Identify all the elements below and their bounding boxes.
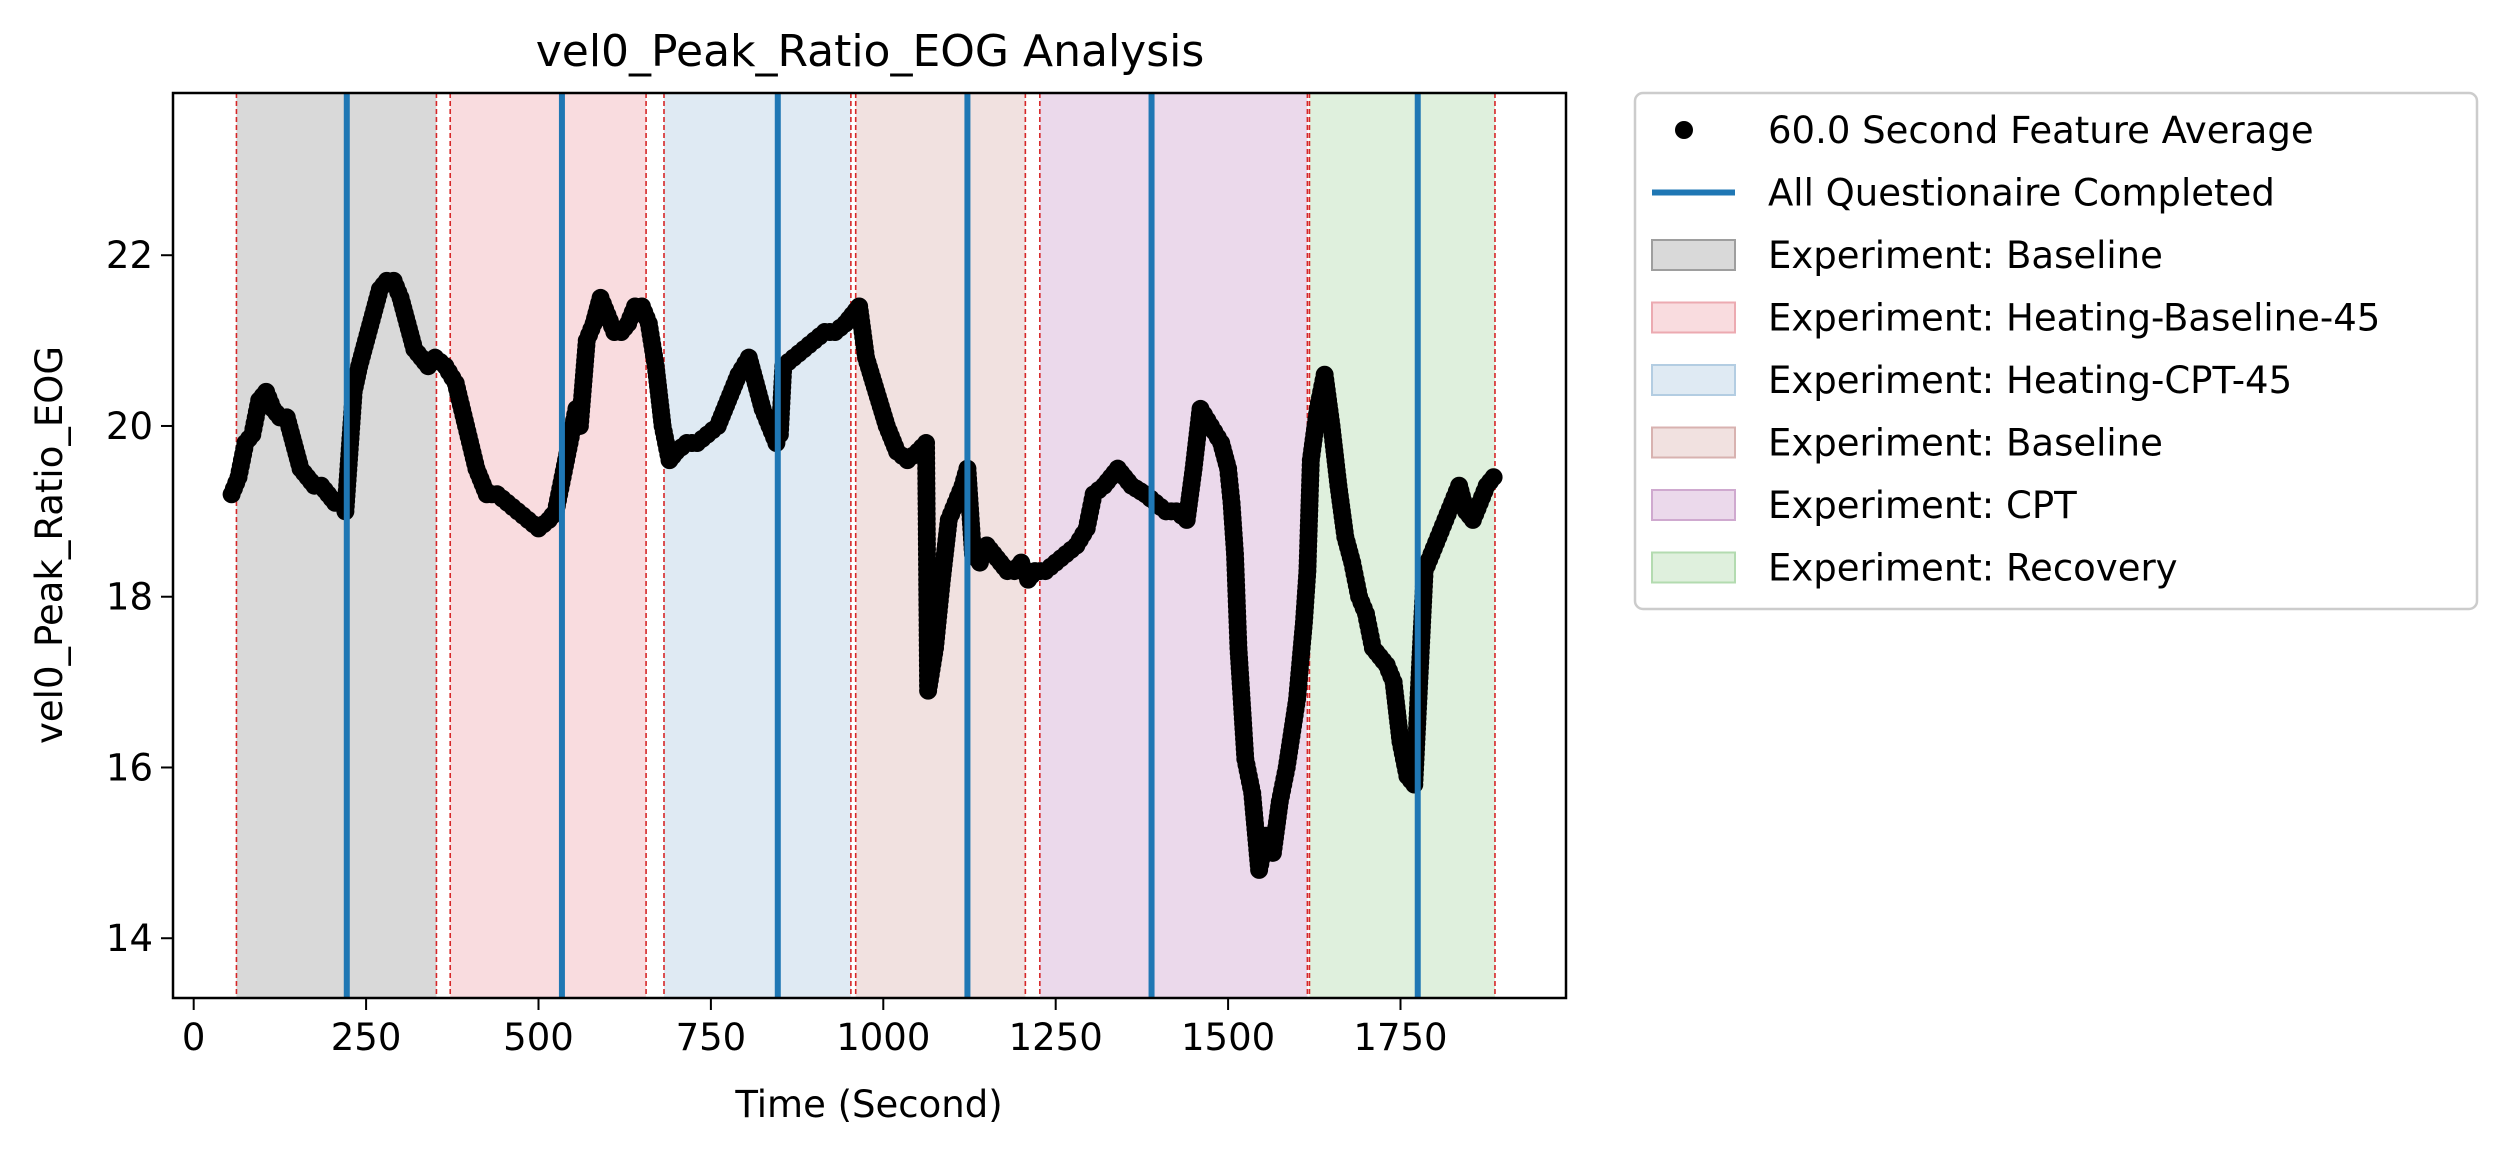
legend-swatch-5 bbox=[1651, 426, 1736, 459]
plot-area bbox=[222, 93, 1503, 998]
questionnaire-lines bbox=[343, 93, 1421, 998]
x-tick-label-4: 1000 bbox=[836, 1016, 930, 1059]
phase-band-1 bbox=[450, 93, 647, 998]
legend-swatch-2 bbox=[1651, 239, 1736, 271]
legend-label-4: Experiment: Heating-CPT-45 bbox=[1768, 359, 2292, 402]
x-tick-label-0: 0 bbox=[182, 1016, 206, 1059]
phase-band-5 bbox=[1309, 93, 1495, 998]
legend-swatch-7 bbox=[1651, 551, 1736, 584]
legend-label-5: Experiment: Baseline bbox=[1768, 422, 2163, 465]
legend-box bbox=[1633, 91, 2479, 611]
data-point-870 bbox=[1484, 468, 1503, 487]
legend-items: 60.0 Second Feature Average All Questiona… bbox=[1651, 109, 2380, 590]
y-tick-label-2: 18 bbox=[106, 576, 153, 619]
y-tick-label-4: 22 bbox=[106, 234, 153, 277]
phase-band-2 bbox=[663, 93, 851, 998]
y-tick-label-0: 14 bbox=[106, 917, 153, 960]
legend-swatch-3 bbox=[1651, 301, 1736, 334]
y-axis-label: vel0_Peak_Ratio_EOG bbox=[28, 346, 71, 744]
x-tick-label-3: 750 bbox=[676, 1016, 747, 1059]
legend-label-1: All Questionaire Completed bbox=[1768, 172, 2275, 215]
x-tick-label-2: 500 bbox=[503, 1016, 574, 1059]
legend-swatch-4 bbox=[1651, 364, 1736, 396]
phase-band-0 bbox=[236, 93, 437, 998]
y-axis: 14 16 18 20 22 bbox=[106, 234, 173, 960]
phase-boundary-lines bbox=[235, 93, 1496, 998]
x-tick-label-6: 1500 bbox=[1181, 1016, 1275, 1059]
y-tick-label-3: 20 bbox=[106, 405, 153, 448]
plot-frame bbox=[171, 91, 1568, 1000]
legend-label-2: Experiment: Baseline bbox=[1768, 234, 2163, 277]
legend-label-7: Experiment: Recovery bbox=[1768, 547, 2178, 590]
x-tick-label-5: 1250 bbox=[1009, 1016, 1103, 1059]
legend-label-3: Experiment: Heating-Baseline-45 bbox=[1768, 297, 2380, 340]
x-tick-label-1: 250 bbox=[331, 1016, 402, 1059]
legend-label-0: 60.0 Second Feature Average bbox=[1768, 109, 2314, 152]
chart-title: vel0_Peak_Ratio_EOG Analysis bbox=[536, 26, 1205, 77]
legend-marker-icon bbox=[1675, 121, 1693, 139]
legend-swatch-6 bbox=[1651, 489, 1736, 521]
x-axis: 0 250 500 750 1000 1250 1500 1750 bbox=[182, 998, 1448, 1059]
legend-label-6: Experiment: CPT bbox=[1768, 484, 2077, 527]
y-tick-label-1: 16 bbox=[106, 746, 153, 789]
x-tick-label-7: 1750 bbox=[1353, 1016, 1447, 1059]
x-axis-label: Time (Second) bbox=[734, 1083, 1002, 1126]
legend: 60.0 Second Feature Average All Questiona… bbox=[1633, 91, 2479, 611]
